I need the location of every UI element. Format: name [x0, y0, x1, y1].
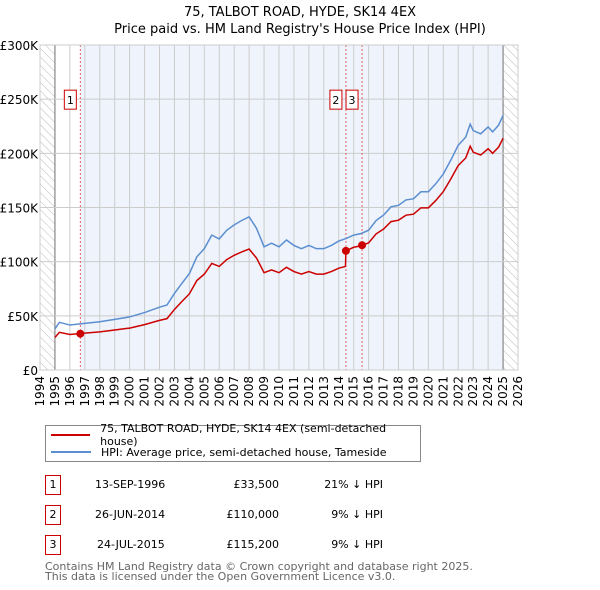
sale-point: [358, 241, 367, 250]
transaction-price: £115,200: [226, 538, 280, 551]
x-tick-label: 2024: [481, 376, 495, 407]
x-tick-label: 2011: [287, 376, 301, 407]
sale-marker-label: 3: [349, 94, 356, 107]
plot-frame: [39, 44, 519, 371]
transaction-hpi-diff: 9% ↓ HPI: [331, 508, 383, 521]
x-tick-label: 2026: [511, 376, 525, 407]
x-tick-label: 2003: [167, 376, 181, 407]
sale-marker-box: [329, 89, 343, 110]
transaction-row: 1 13-SEP-1996 £33,500 21% ↓ HPI: [45, 475, 445, 495]
x-tick-label: 2020: [421, 376, 435, 407]
x-tick-label: 2018: [392, 376, 406, 407]
x-tick-label: 2010: [272, 376, 286, 407]
legend-swatch: [51, 434, 91, 436]
chart-title: 75, TALBOT ROAD, HYDE, SK14 4EX: [183, 5, 417, 20]
x-tick-label: 2016: [362, 376, 376, 407]
legend-item-property: 75, TALBOT ROAD, HYDE, SK14 4EX (semi-de…: [46, 422, 420, 448]
transaction-marker: 1: [45, 475, 61, 495]
footer-licence: This data is licensed under the Open Gov…: [45, 570, 396, 583]
x-tick-label: 1997: [78, 376, 92, 407]
transaction-date: 26-JUN-2014: [95, 508, 166, 521]
price-chart: 1994 1995 1996 1997 1998 1999 2000 2001 2002 2003…: [0, 39, 525, 407]
transaction-row: 3 24-JUL-2015 £115,200 9% ↓ HPI: [45, 535, 445, 555]
x-tick-label: 2012: [302, 376, 316, 407]
legend-swatch: [51, 451, 91, 453]
sale-marker-box: [345, 89, 359, 110]
x-tick-label: 2001: [138, 376, 152, 407]
transaction-date: 13-SEP-1996: [95, 478, 166, 491]
series-line: [54, 115, 504, 330]
x-tick-label: 1999: [108, 376, 122, 407]
x-tick-label: 2015: [347, 376, 361, 407]
y-tick-label: £0: [23, 364, 38, 378]
sale-point: [76, 329, 85, 338]
y-tick-label: £50K: [7, 310, 39, 324]
transaction-hpi-diff: 21% ↓ HPI: [324, 478, 383, 491]
legend-label: HPI: Average price, semi-detached house,…: [101, 445, 387, 459]
chart-subtitle: Price paid vs. HM Land Registry's House …: [114, 22, 486, 37]
x-tick-label: 2019: [406, 376, 420, 407]
y-tick-label: £100K: [0, 256, 39, 270]
series-line: [54, 137, 504, 338]
x-tick-label: 1998: [93, 376, 107, 407]
transaction-price: £110,000: [226, 508, 280, 521]
y-tick-label: £150K: [0, 202, 39, 216]
transaction-row: 2 26-JUN-2014 £110,000 9% ↓ HPI: [45, 505, 445, 525]
x-tick-label: 2014: [332, 376, 346, 407]
transaction-marker: 3: [45, 535, 61, 555]
x-tick-label: 2000: [123, 376, 137, 407]
x-tick-label: 2017: [377, 376, 391, 407]
transaction-marker: 2: [45, 505, 61, 525]
transaction-price: £33,500: [233, 478, 280, 491]
sale-point: [341, 246, 350, 255]
x-tick-label: 1996: [63, 376, 77, 407]
x-tick-label: 2023: [466, 376, 480, 407]
y-tick-label: £250K: [0, 93, 39, 107]
x-tick-label: 2021: [436, 376, 450, 407]
x-tick-label: 2005: [197, 376, 211, 407]
x-tick-label: 2022: [451, 376, 465, 407]
x-tick-label: 1994: [33, 376, 47, 407]
y-tick-label: £300K: [0, 39, 39, 53]
footer-copyright: Contains HM Land Registry data © Crown c…: [45, 560, 473, 573]
sale-marker-label: 2: [332, 94, 339, 107]
sale-marker-box: [63, 89, 77, 110]
legend-item-hpi: HPI: Average price, semi-detached house,…: [46, 444, 387, 460]
legend-label: 75, TALBOT ROAD, HYDE, SK14 4EX (semi-de…: [100, 422, 387, 448]
x-tick-label: 2002: [153, 376, 167, 407]
legend: 75, TALBOT ROAD, HYDE, SK14 4EX (semi-de…: [45, 422, 421, 462]
x-tick-label: 2004: [182, 376, 196, 407]
x-tick-label: 2013: [317, 376, 331, 407]
transaction-hpi-diff: 9% ↓ HPI: [331, 538, 383, 551]
x-tick-label: 2008: [242, 376, 256, 407]
x-tick-label: 2007: [227, 376, 241, 407]
x-tick-label: 2006: [212, 376, 226, 407]
sale-marker-label: 1: [67, 94, 74, 107]
y-tick-label: £200K: [0, 147, 39, 161]
x-tick-label: 2025: [496, 376, 510, 407]
x-tick-label: 1995: [48, 376, 62, 407]
x-tick-label: 2009: [257, 376, 271, 407]
transaction-date: 24-JUL-2015: [97, 538, 165, 551]
